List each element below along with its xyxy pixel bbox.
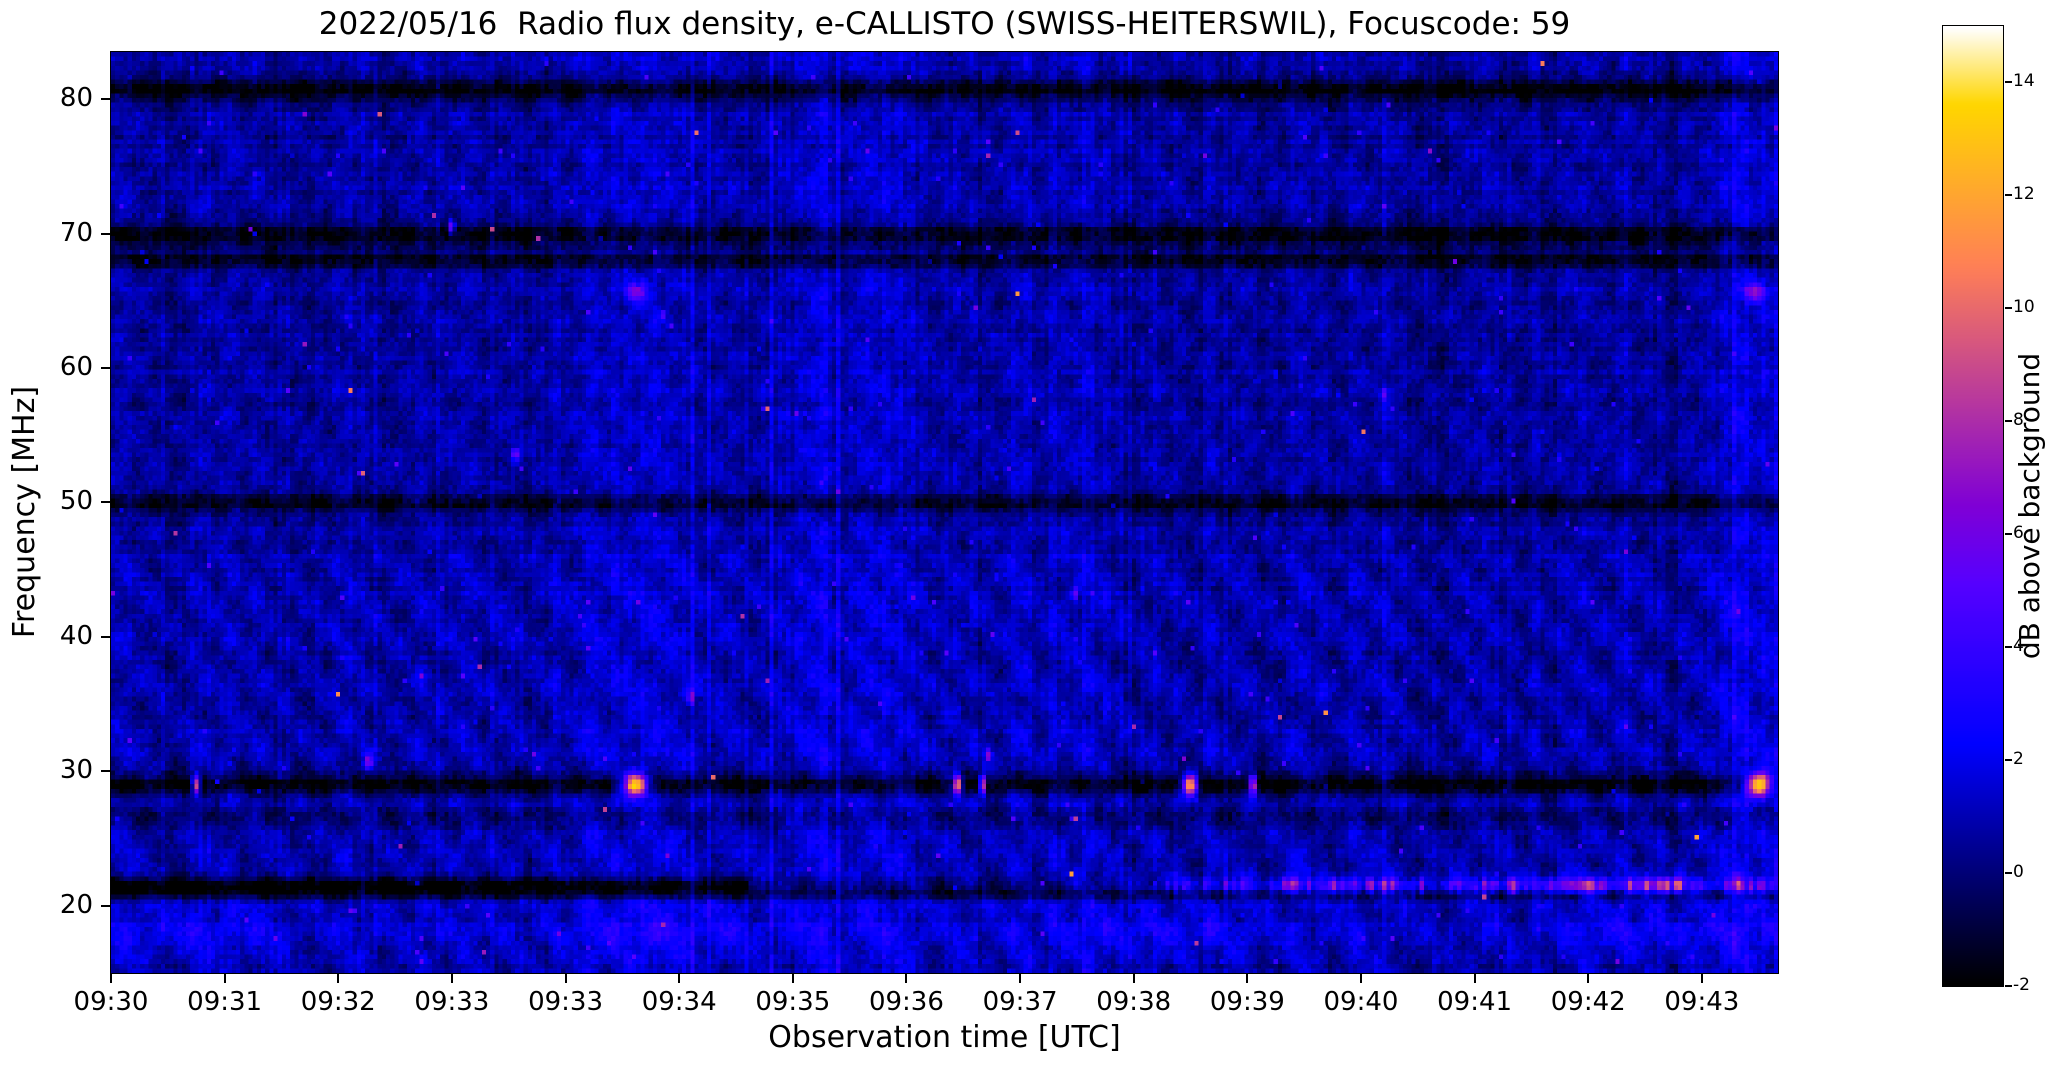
colorbar-label: dB above background — [2013, 352, 2046, 660]
y-tick-mark — [101, 904, 110, 907]
colorbar-tick-mark — [2005, 985, 2012, 987]
colorbar-tick-mark — [2005, 81, 2012, 84]
x-tick-mark — [223, 974, 226, 983]
chart-title: 2022/05/16 Radio flux density, e-CALLIST… — [318, 6, 1571, 42]
x-tick-mark — [791, 974, 794, 983]
colorbar-tick-mark — [2005, 533, 2012, 536]
colorbar-tick-mark — [2005, 872, 2012, 875]
x-tick-label: 09:30 — [73, 987, 149, 1017]
y-tick-mark — [101, 98, 110, 101]
x-tick-mark — [450, 974, 453, 983]
colorbar-tick-label: 8 — [2013, 410, 2024, 431]
x-tick-mark — [1019, 974, 1022, 983]
y-tick-mark — [101, 635, 110, 638]
x-tick-label: 09:32 — [300, 987, 376, 1017]
x-tick-mark — [678, 974, 681, 983]
x-tick-mark — [110, 974, 112, 983]
y-tick-mark — [101, 501, 110, 504]
x-tick-label: 09:33 — [414, 987, 490, 1017]
x-axis-label: Observation time [UTC] — [768, 1020, 1121, 1055]
x-tick-label: 09:38 — [1096, 987, 1172, 1017]
colorbar-tick-label: 0 — [2013, 862, 2024, 883]
x-tick-mark — [905, 974, 908, 983]
y-tick-label: 20 — [59, 889, 93, 920]
colorbar-tick-mark — [2005, 420, 2012, 423]
y-tick-label: 70 — [59, 217, 93, 248]
y-tick-label: 30 — [59, 755, 93, 786]
y-tick-label: 60 — [59, 351, 93, 382]
x-tick-label: 09:37 — [982, 987, 1058, 1017]
x-tick-mark — [1132, 974, 1135, 983]
y-tick-label: 80 — [59, 83, 93, 114]
colorbar-tick-label: 10 — [2013, 297, 2035, 318]
x-tick-label: 09:41 — [1437, 987, 1513, 1017]
colorbar-tick-label: 14 — [2013, 71, 2035, 92]
colorbar-tick-label: 6 — [2013, 523, 2024, 544]
plot-area — [110, 51, 1779, 974]
colorbar-tick-label: 4 — [2013, 636, 2024, 657]
x-tick-mark — [1587, 974, 1590, 983]
x-tick-label: 09:42 — [1550, 987, 1626, 1017]
colorbar-tick-label: 2 — [2013, 749, 2024, 770]
colorbar-tick-label: -2 — [2013, 975, 2030, 995]
x-tick-mark — [1473, 974, 1476, 983]
colorbar-tick-mark — [2005, 646, 2012, 649]
x-tick-label: 09:34 — [641, 987, 717, 1017]
colorbar-tick-mark — [2005, 194, 2012, 197]
colorbar — [1942, 25, 2004, 987]
y-tick-mark — [101, 770, 110, 773]
x-tick-mark — [1246, 974, 1249, 983]
x-tick-mark — [564, 974, 567, 983]
colorbar-tick-mark — [2005, 759, 2012, 762]
x-tick-label: 09:43 — [1664, 987, 1740, 1017]
x-tick-label: 09:33 — [528, 987, 603, 1017]
x-tick-label: 09:31 — [187, 987, 263, 1017]
colorbar-tick-mark — [2005, 307, 2012, 310]
y-tick-mark — [101, 366, 110, 369]
spectrogram-heatmap — [111, 52, 1778, 973]
x-tick-mark — [1359, 974, 1362, 983]
colorbar-tick-label: 12 — [2013, 184, 2035, 205]
y-tick-label: 50 — [59, 486, 93, 517]
x-tick-label: 09:36 — [868, 987, 944, 1017]
x-tick-label: 09:35 — [755, 987, 831, 1017]
y-tick-mark — [101, 232, 110, 235]
colorbar-gradient — [1943, 26, 2003, 986]
y-tick-label: 40 — [59, 620, 93, 651]
x-tick-mark — [1700, 974, 1703, 983]
x-tick-mark — [337, 974, 340, 983]
x-tick-label: 09:40 — [1323, 987, 1399, 1017]
x-tick-label: 09:39 — [1209, 987, 1285, 1017]
